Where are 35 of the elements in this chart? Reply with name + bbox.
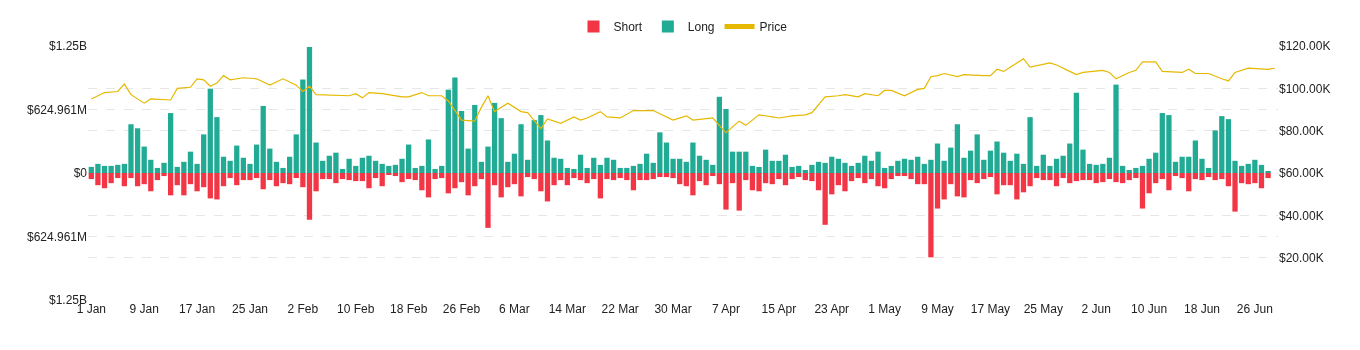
x-tick-label: 18 Jun [1183, 302, 1220, 316]
legend-label: Short [613, 20, 643, 35]
x-tick-label: 14 Mar [548, 302, 586, 316]
x-tick-label: 6 Mar [499, 302, 530, 316]
y-tick-label: $624.961M [26, 229, 87, 244]
y-tick-label: $1.25B [48, 39, 87, 54]
y2-tick-label: $80.00K [1279, 123, 1324, 138]
y2-tick-label: $40.00K [1279, 208, 1324, 223]
x-tick-label: 17 Jan [179, 302, 216, 316]
x-tick-label: 10 Jun [1131, 302, 1168, 316]
x-tick-label: 23 Apr [814, 302, 850, 316]
x-tick-label: 9 Jan [129, 302, 159, 316]
y-tick-label: $0 [73, 166, 88, 181]
x-tick-label: 25 Jan [231, 302, 268, 316]
y2-tick-label: $120.00K [1279, 39, 1331, 54]
y2-tick-label: $20.00K [1279, 250, 1324, 265]
x-tick-label: 22 Mar [601, 302, 639, 316]
y2-tick-label: $100.00K [1279, 81, 1331, 96]
x-tick-label: 26 Feb [442, 302, 481, 316]
x-tick-label: 7 Apr [711, 302, 740, 316]
x-tick-label: 17 May [970, 302, 1011, 316]
x-tick-label: 30 Mar [654, 302, 692, 316]
x-tick-label: 2 Feb [287, 302, 319, 316]
x-tick-label: 26 Jun [1236, 302, 1273, 316]
legend-label: Long [687, 20, 715, 35]
x-tick-label: 1 May [868, 302, 901, 316]
x-tick-label: 18 Feb [389, 302, 428, 316]
y2-tick-label: $60.00K [1279, 166, 1324, 181]
x-tick-label: 2 Jun [1081, 302, 1111, 316]
x-tick-label: 15 Apr [761, 302, 797, 316]
x-tick-label: 10 Feb [337, 302, 375, 316]
x-tick-label: 9 May [921, 302, 954, 316]
legend-label: Price [759, 20, 788, 35]
y-tick-label: $624.961M [26, 102, 87, 117]
x-tick-label: 25 May [1023, 302, 1063, 316]
